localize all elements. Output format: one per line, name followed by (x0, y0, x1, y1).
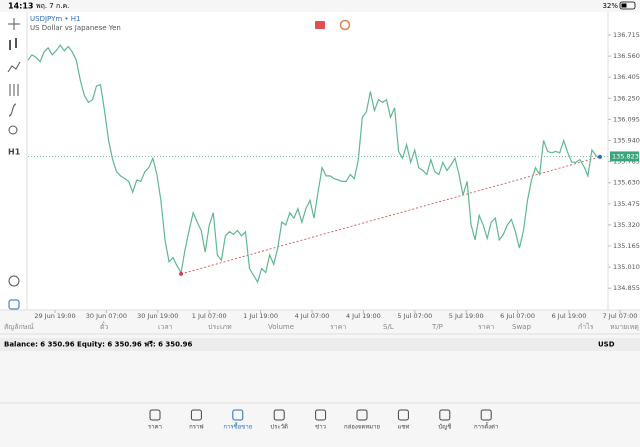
trendline-end[interactable] (598, 154, 602, 159)
x-tick-label: 1 Jul 07:00 (192, 312, 227, 320)
y-tick-label: 135.320 (613, 221, 640, 229)
tab-label[interactable]: ประวัติ (270, 424, 288, 431)
x-tick-label: 1 Jul 19:00 (243, 312, 278, 320)
current-price-box (610, 151, 639, 162)
tab-label[interactable]: กราฟ (189, 424, 203, 431)
tab-icon[interactable] (273, 409, 285, 421)
x-tick-label: 4 Jul 19:00 (346, 312, 381, 320)
column-header[interactable]: ตั๋ว (100, 322, 109, 331)
signal-tool[interactable] (8, 299, 20, 310)
tab-icon[interactable] (397, 409, 409, 421)
y-tick-label: 135.475 (613, 200, 640, 208)
indicator-tool[interactable] (7, 61, 21, 73)
tab-icon[interactable] (232, 409, 244, 421)
y-tick-label: 136.250 (613, 94, 640, 102)
y-tick-label: 136.715 (613, 31, 640, 39)
flag-icon (315, 21, 325, 29)
column-header[interactable]: กำไร (578, 322, 594, 331)
column-header[interactable]: ราคา (478, 323, 494, 331)
trendline-start[interactable] (179, 271, 184, 276)
tab-icon[interactable] (439, 409, 451, 421)
chart-subtitle: US Dollar vs Japanese Yen (30, 24, 121, 32)
status-date: พฤ. 7 ก.ค. (36, 2, 69, 10)
x-tick-label: 30 Jun 19:00 (137, 312, 178, 320)
status-battery: 32% (602, 2, 618, 10)
y-tick-label: 136.560 (613, 52, 640, 60)
left-toolbar (7, 18, 21, 310)
chart-type-tool[interactable] (9, 38, 17, 50)
tab-label[interactable]: กล่องจดหมาย (344, 424, 380, 431)
balance: Balance: 6 350.96 Equity: 6 350.96 ฟรี: … (4, 341, 193, 349)
x-tick-label: 6 Jul 07:00 (500, 312, 535, 320)
column-header[interactable]: T/P (431, 323, 443, 331)
column-header[interactable]: เวลา (158, 323, 173, 331)
status-time: 14:13 (8, 2, 33, 11)
column-header[interactable]: Swap (512, 323, 531, 331)
function-tool[interactable] (8, 103, 17, 117)
tab-label[interactable]: ข่าว (315, 424, 326, 431)
tab-label[interactable]: การซื้อขาย (223, 421, 252, 431)
tab-icon[interactable] (356, 409, 368, 421)
tab-label[interactable]: แชท (397, 424, 409, 431)
quote-icon[interactable] (339, 19, 351, 31)
current-price-label: 135.823 (612, 152, 639, 160)
crosshair-tool[interactable] (8, 18, 20, 30)
column-header[interactable]: ประเภท (208, 323, 232, 331)
y-tick-label: 135.010 (613, 263, 640, 271)
column-header[interactable]: ราคา (330, 323, 346, 331)
settings-tool[interactable] (9, 84, 19, 96)
timeframe[interactable]: H1 (8, 148, 21, 157)
battery-level (621, 3, 627, 8)
objects-tool[interactable] (8, 125, 18, 135)
column-header[interactable]: Volume (268, 323, 294, 331)
y-tick-label: 135.785 (613, 158, 640, 166)
x-tick-label: 5 Jul 19:00 (449, 312, 484, 320)
column-header[interactable]: S/L (383, 323, 394, 331)
tab-icon[interactable] (315, 409, 327, 421)
trendline[interactable] (180, 156, 601, 275)
y-tick-label: 135.940 (613, 137, 640, 145)
x-tick-label: 7 Jul 07:00 (603, 312, 638, 320)
chart-title: USDJPYm • H1 (30, 15, 80, 23)
balance-row (0, 338, 640, 351)
tab-icon[interactable] (149, 409, 161, 421)
x-tick-label: 5 Jul 07:00 (397, 312, 432, 320)
x-tick-label: 6 Jul 19:00 (552, 312, 587, 320)
tab-label[interactable]: การตั้งค่า (474, 421, 498, 431)
y-tick-label: 136.405 (613, 73, 640, 81)
x-tick-label: 29 Jun 19:00 (34, 312, 75, 320)
tab-icon[interactable] (480, 409, 492, 421)
battery-icon (619, 1, 636, 10)
y-tick-label: 135.165 (613, 242, 640, 250)
column-header[interactable]: สัญลักษณ์ (4, 323, 34, 331)
price-line (27, 44, 601, 284)
x-tick-label: 30 Jun 07:00 (86, 312, 127, 320)
y-tick-label: 134.855 (613, 284, 640, 292)
x-tick-label: 4 Jul 07:00 (295, 312, 330, 320)
y-tick-label: 135.630 (613, 179, 640, 187)
tab-label[interactable]: บัญชี (438, 423, 451, 431)
tab-icon[interactable] (190, 409, 202, 421)
chart-area (0, 12, 640, 310)
currency: USD (598, 341, 615, 349)
column-header[interactable]: หมายเหตุ (610, 323, 639, 331)
y-tick-label: 136.095 (613, 115, 640, 123)
tab-label[interactable]: ราคา (148, 424, 162, 431)
trade-tool[interactable] (8, 275, 20, 287)
